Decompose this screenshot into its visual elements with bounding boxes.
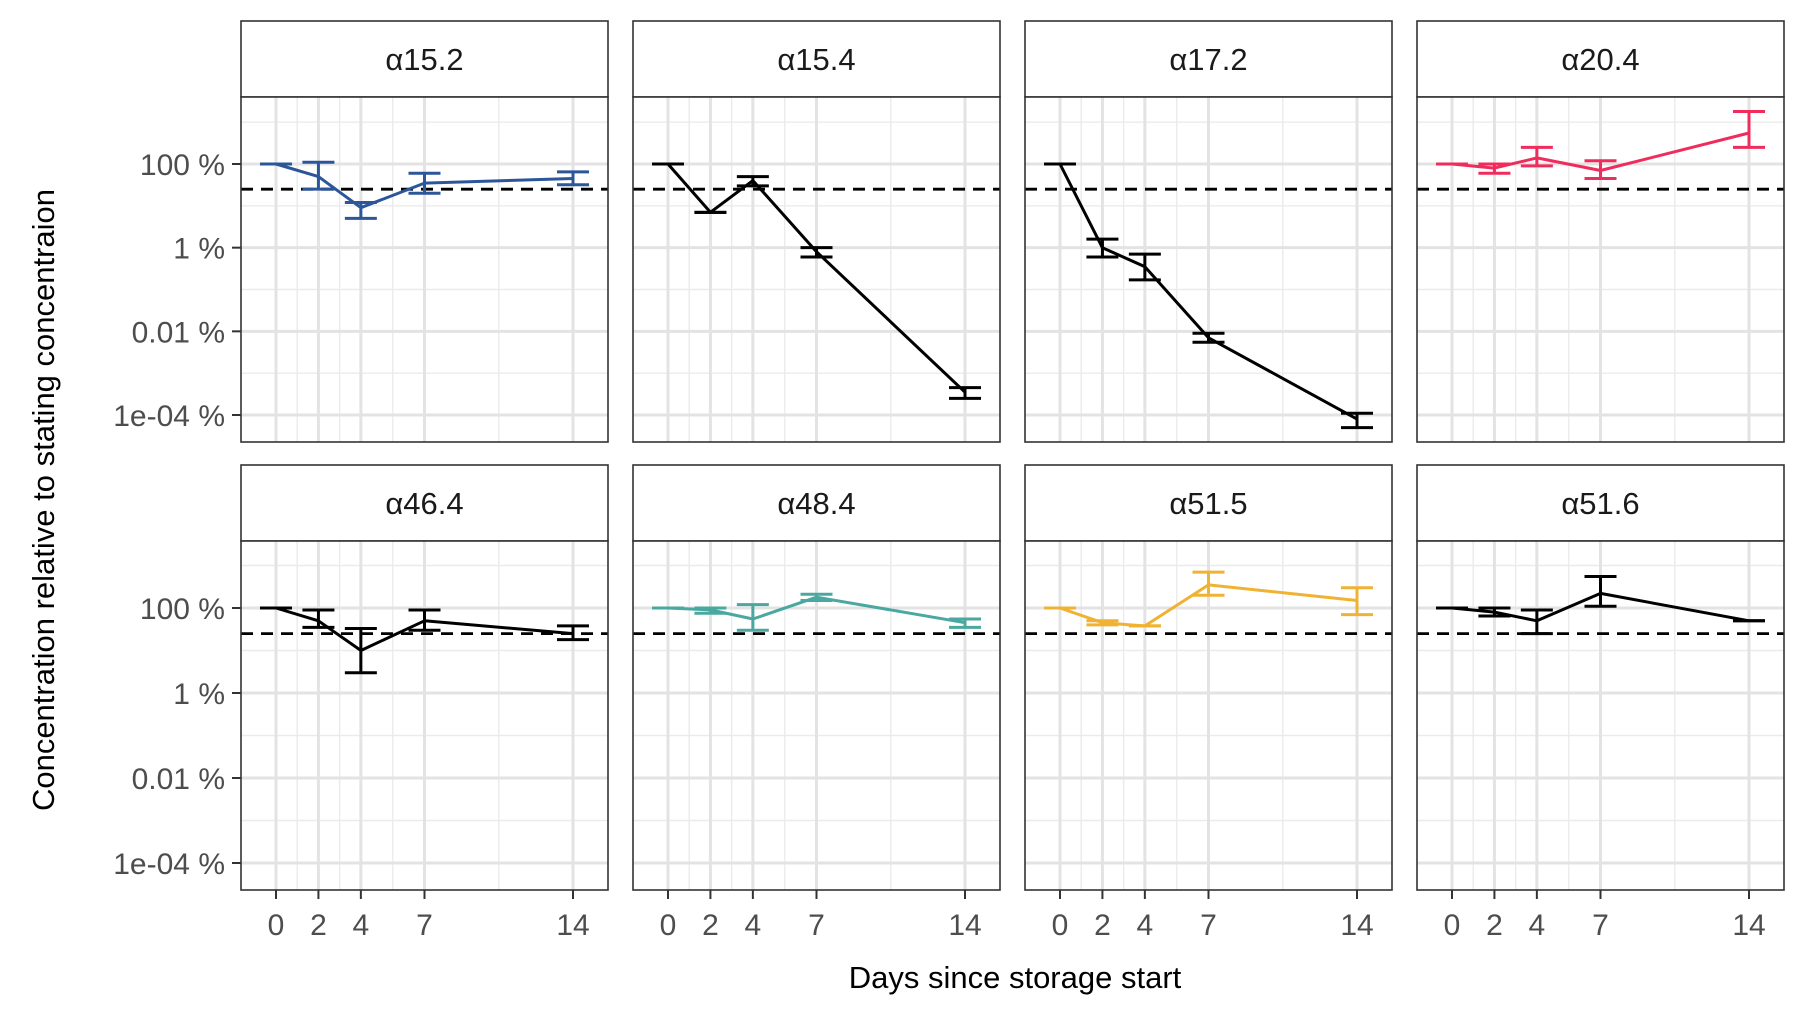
x-tick-label: 0 — [660, 909, 677, 942]
error-bar — [1584, 159, 1617, 181]
x-tick-label: 4 — [353, 909, 370, 942]
y-tick-label: 1 % — [173, 233, 225, 266]
x-tick-label: 14 — [1732, 909, 1765, 942]
y-axis-title: Concentration relative to stating concen… — [26, 189, 61, 811]
y-tick-label: 100 % — [140, 593, 225, 626]
error-bar — [1478, 162, 1511, 175]
x-tick-label: 4 — [1137, 909, 1154, 942]
error-bar — [408, 171, 441, 195]
error-bar — [800, 592, 833, 603]
panel: α48.4 0 2 4 7 14 — [632, 464, 1001, 942]
error-bar — [736, 603, 769, 632]
error-bar — [557, 170, 589, 187]
error-bar — [408, 608, 441, 632]
error-bar — [949, 617, 981, 629]
error-bar — [800, 246, 833, 259]
facet-label: α51.6 — [1561, 486, 1639, 521]
error-bar — [344, 201, 377, 220]
panels-layer: α15.2 100 % 1 % 0.01 % 1e-04 % α15.4 α17.2 α20.… — [113, 20, 1785, 942]
y-tick-label: 1e-04 % — [113, 848, 225, 881]
error-bar — [1192, 570, 1225, 597]
x-tick-label: 14 — [1340, 909, 1373, 942]
error-bar — [344, 626, 377, 675]
x-tick-label: 14 — [556, 909, 589, 942]
facet-strip — [240, 464, 609, 542]
error-bar — [1128, 252, 1161, 282]
error-bar — [302, 160, 335, 191]
panel: α15.2 100 % 1 % 0.01 % 1e-04 % — [113, 20, 609, 443]
x-tick-label: 14 — [948, 909, 981, 942]
facet-strip — [632, 20, 1001, 98]
error-bar — [949, 386, 981, 400]
x-tick-label: 7 — [1200, 909, 1217, 942]
facet-label: α15.2 — [385, 42, 463, 77]
x-tick-label: 4 — [745, 909, 762, 942]
y-tick-label: 0.01 % — [132, 763, 225, 796]
x-tick-label: 2 — [310, 909, 327, 942]
facet-strip — [1024, 20, 1393, 98]
facet-label: α51.5 — [1169, 486, 1247, 521]
x-tick-label: 2 — [702, 909, 719, 942]
panel: α20.4 — [1416, 20, 1785, 443]
panel: α51.6 0 2 4 7 14 — [1416, 464, 1785, 942]
facet-label: α20.4 — [1561, 42, 1639, 77]
panel-border — [1416, 96, 1785, 443]
x-tick-label: 7 — [416, 909, 433, 942]
facet-strip — [240, 20, 609, 98]
panel: α15.4 — [632, 20, 1001, 443]
error-bar — [302, 608, 335, 629]
x-axis-title: Days since storage start — [849, 960, 1182, 995]
panel: α51.5 0 2 4 7 14 — [1024, 464, 1393, 942]
x-tick-label: 0 — [1052, 909, 1069, 942]
x-tick-label: 7 — [1592, 909, 1609, 942]
facet-strip — [1416, 20, 1785, 98]
error-bar — [1086, 619, 1119, 627]
y-tick-label: 1e-04 % — [113, 400, 225, 433]
x-tick-label: 2 — [1094, 909, 1111, 942]
panel-border — [240, 96, 609, 443]
panel-border — [632, 96, 1001, 443]
x-tick-label: 4 — [1529, 909, 1546, 942]
error-bar — [1192, 331, 1225, 344]
error-bar — [1478, 606, 1511, 618]
error-bar — [1341, 586, 1373, 617]
x-tick-label: 0 — [1444, 909, 1461, 942]
error-bar — [1086, 237, 1119, 259]
x-tick-label: 0 — [268, 909, 285, 942]
facet-strip — [1024, 464, 1393, 542]
facet-label: α17.2 — [1169, 42, 1247, 77]
y-tick-label: 0.01 % — [132, 316, 225, 349]
panel: α17.2 — [1024, 20, 1393, 443]
error-bar — [1584, 575, 1617, 608]
x-tick-label: 2 — [1486, 909, 1503, 942]
facet-label: α15.4 — [777, 42, 855, 77]
y-tick-label: 100 % — [140, 149, 225, 182]
error-bar — [1520, 145, 1553, 168]
panel-border — [1024, 96, 1393, 443]
facet-label: α46.4 — [385, 486, 463, 521]
y-tick-label: 1 % — [173, 678, 225, 711]
error-bar — [557, 624, 589, 642]
error-bar — [736, 175, 769, 188]
facet-label: α48.4 — [777, 486, 855, 521]
error-bar — [694, 606, 727, 615]
panel: α46.4 100 % 1 % 0.01 % 1e-04 % 0 2 4 7 14 — [113, 464, 609, 942]
error-bar — [1520, 608, 1553, 636]
error-bar — [1733, 109, 1765, 149]
facet-strip — [1416, 464, 1785, 542]
x-tick-label: 7 — [808, 909, 825, 942]
error-bar — [1341, 411, 1373, 430]
